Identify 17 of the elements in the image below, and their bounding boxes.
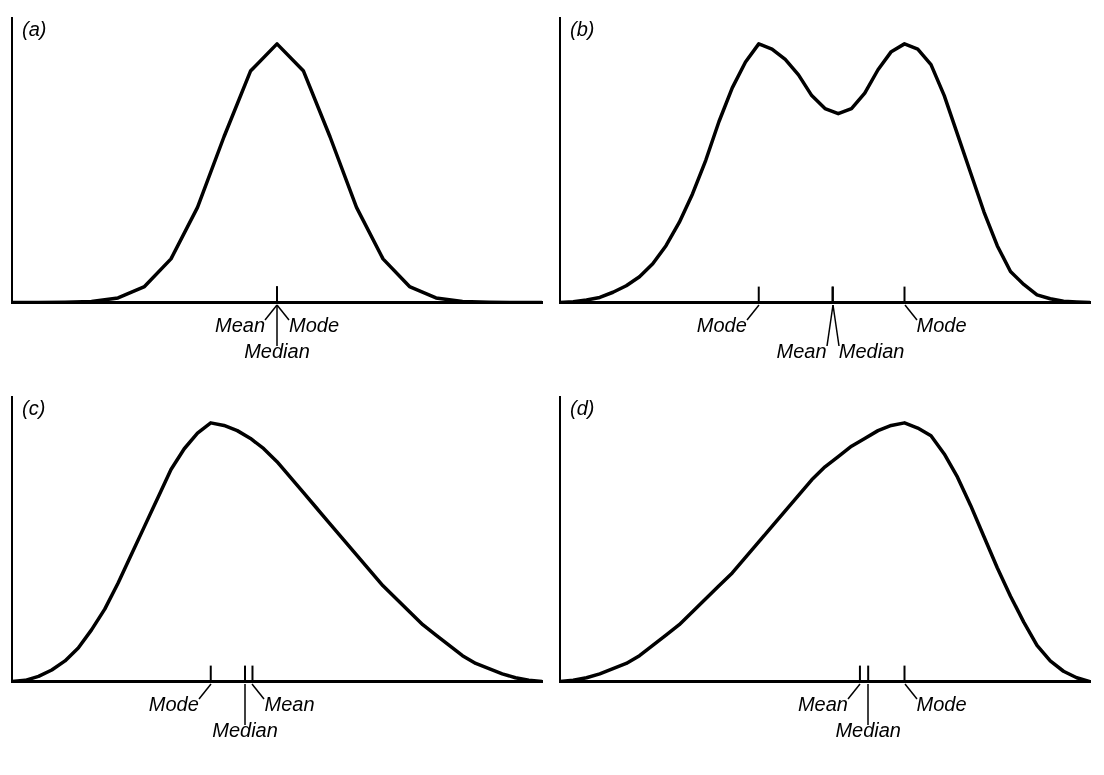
text: Mode bbox=[696, 314, 747, 337]
text: Mode bbox=[148, 693, 199, 716]
text: Mean bbox=[264, 693, 315, 716]
text: Mode bbox=[289, 314, 340, 337]
chart-title: (b) bbox=[570, 17, 595, 40]
text: Median bbox=[838, 340, 905, 363]
text: Mode bbox=[916, 693, 967, 716]
chart-title: (c) bbox=[22, 396, 46, 419]
text: Median bbox=[212, 719, 278, 742]
text: Mean bbox=[776, 340, 827, 363]
text: Mean bbox=[797, 693, 848, 716]
chart-title: (d) bbox=[570, 396, 595, 419]
text: Median bbox=[835, 719, 901, 742]
text: Mean bbox=[214, 314, 265, 337]
chart-title: (a) bbox=[22, 17, 47, 40]
text: Mode bbox=[916, 314, 967, 337]
text: Median bbox=[244, 340, 310, 363]
